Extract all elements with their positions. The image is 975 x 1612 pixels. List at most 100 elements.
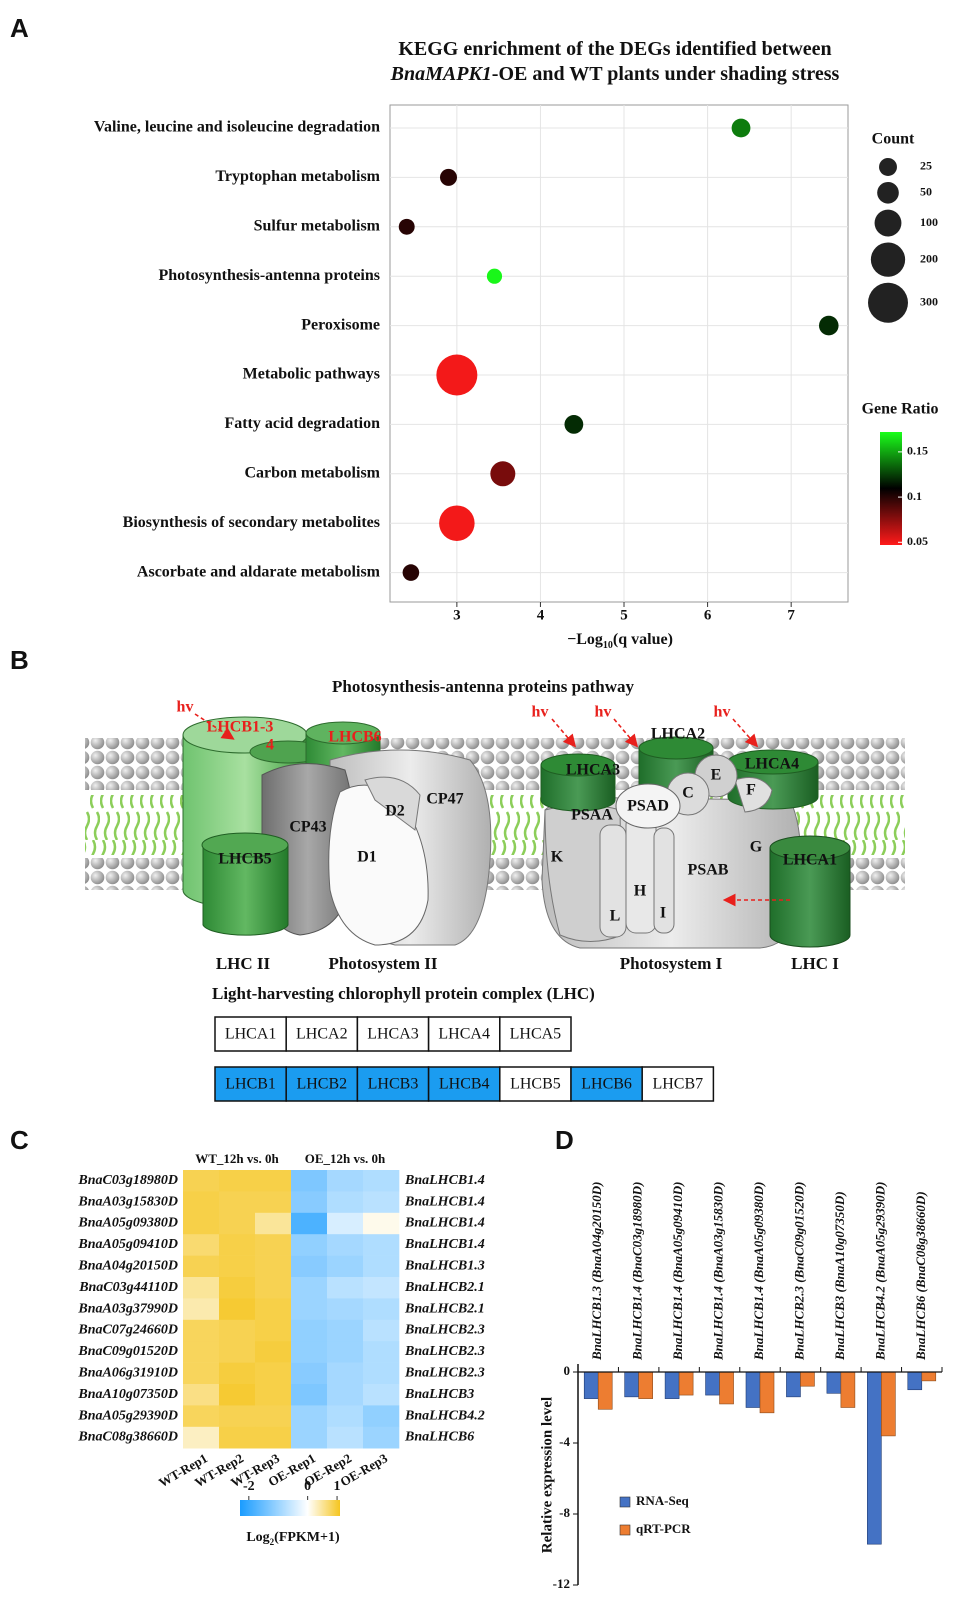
- x-tick-label: BnaLHCB1.4 (BnaA03g15830D): [711, 1182, 726, 1361]
- heatmap-cell: [363, 1170, 400, 1192]
- table-cell-label: LHCA2: [296, 1026, 348, 1043]
- legend-title: Gene Ratio: [862, 401, 939, 418]
- title-text: -OE and WT plants under shading stress: [492, 63, 840, 85]
- hv-label: hv: [177, 699, 194, 716]
- heatmap-cell: [327, 1212, 364, 1235]
- legend-swatch: [619, 1524, 631, 1536]
- y-tick-label: Carbon metabolism: [244, 464, 380, 481]
- bar: [597, 1371, 613, 1410]
- heatmap-cell: [255, 1234, 292, 1256]
- colorbar-label: 0: [304, 1479, 311, 1494]
- bubble: [490, 461, 516, 487]
- x-tick-label: BnaLHCB2.3 (BnaC09g01520D): [791, 1182, 806, 1361]
- heatmap-cell: [291, 1362, 328, 1385]
- protein-label: 4: [266, 737, 274, 754]
- row-label: BnaA03g37990D: [77, 1301, 178, 1316]
- heatmap-cell: [327, 1384, 364, 1406]
- x-tick-label: 4: [537, 607, 545, 623]
- colorbar-label: 0.1: [907, 489, 922, 503]
- table-cell-label: LHCB4: [439, 1076, 490, 1093]
- bar: [921, 1371, 937, 1382]
- heatmap-cell: [255, 1319, 292, 1342]
- y-tick-label: Photosynthesis-antenna proteins: [158, 267, 380, 284]
- y-tick-label: Fatty acid degradation: [224, 415, 380, 432]
- heatmap-cell: [363, 1362, 400, 1385]
- bar: [867, 1371, 882, 1545]
- protein-label: CP47: [426, 791, 463, 808]
- column-group-label: OE_12h vs. 0h: [305, 1151, 386, 1166]
- protein-label: LHCA1: [783, 852, 837, 869]
- table-cell-label: LHCA3: [367, 1026, 419, 1043]
- heatmap-cell: [291, 1277, 328, 1299]
- x-tick-label: BnaLHCB1.4 (BnaC03g18980D): [630, 1182, 645, 1361]
- heatmap-cell: [219, 1341, 256, 1363]
- table-cell-label: LHCA4: [438, 1026, 490, 1043]
- complex-label: LHC II: [216, 954, 271, 973]
- heatmap-cell: [255, 1298, 292, 1321]
- protein-label: LHCA3: [566, 762, 620, 779]
- light-arrows: [194, 713, 790, 907]
- complex-label: Photosystem II: [328, 954, 437, 973]
- panel-letter: C: [10, 1125, 29, 1155]
- bar: [881, 1371, 896, 1437]
- heatmap-cell: [219, 1384, 256, 1406]
- legend-bubble: [879, 158, 897, 176]
- x-tick-label: BnaLHCB6 (BnaC08g38660D): [913, 1191, 928, 1361]
- heatmap-cell: [291, 1319, 328, 1342]
- protein-label: H: [634, 883, 647, 900]
- protein-label: L: [610, 908, 621, 925]
- heatmap-cell: [219, 1362, 256, 1385]
- colorbar-label: -2: [243, 1479, 255, 1494]
- row-label: BnaC03g18980D: [77, 1173, 178, 1188]
- row-label-right: BnaLHCB6: [404, 1430, 474, 1445]
- bubble: [436, 354, 478, 396]
- heatmap-cell: [183, 1191, 220, 1214]
- table-cell-label: LHCA1: [225, 1026, 277, 1043]
- heatmap-cell: [363, 1319, 400, 1342]
- x-tick-label: 3: [453, 607, 461, 623]
- colorbar-title: Log2(FPKM+1): [246, 1530, 340, 1547]
- protein-label: E: [711, 767, 722, 784]
- row-label-right: BnaLHCB4.2: [404, 1408, 485, 1423]
- complex-label: LHC I: [791, 954, 839, 973]
- bar: [583, 1371, 599, 1399]
- bar: [678, 1371, 694, 1396]
- x-tick-label: BnaLHCB1.3 (BnaA04g20150D): [589, 1182, 604, 1361]
- protein-label: LHCB6: [328, 729, 381, 746]
- heatmap-cell: [327, 1191, 364, 1214]
- heatmap-cell: [291, 1426, 328, 1449]
- heatmap-cell: [327, 1234, 364, 1256]
- heatmap-cell: [255, 1405, 292, 1428]
- heatmap-cell: [327, 1341, 364, 1363]
- legend-label: 25: [920, 159, 932, 173]
- protein-label: K: [551, 849, 564, 866]
- colorbar-label: 0.05: [907, 534, 928, 548]
- heatmap-cell: [363, 1191, 400, 1214]
- heatmap-cell: [363, 1212, 400, 1235]
- colorbar: [880, 432, 902, 545]
- protein-label: D1: [357, 849, 377, 866]
- bubble: [731, 118, 751, 138]
- table-cell-label: LHCB3: [368, 1076, 419, 1093]
- table-cell: [499, 1016, 572, 1052]
- complex-label: Photosystem I: [620, 954, 723, 973]
- x-axis-label: −Log10(q value): [567, 631, 673, 651]
- heatmap-cell: [327, 1255, 364, 1278]
- heatmap-cell: [255, 1255, 292, 1278]
- bar: [664, 1371, 680, 1399]
- heatmap-cell: [255, 1277, 292, 1299]
- heatmap-cell: [291, 1405, 328, 1428]
- legend-label: 300: [920, 294, 938, 308]
- row-label: BnaC07g24660D: [77, 1323, 178, 1338]
- row-label-right: BnaLHCB1.4: [404, 1216, 485, 1231]
- table-cell: [356, 1016, 430, 1052]
- heatmap-cell: [363, 1341, 400, 1363]
- y-tick-label: Ascorbate and aldarate metabolism: [137, 563, 381, 580]
- x-tick-label: 5: [620, 607, 628, 623]
- y-tick-label: Biosynthesis of secondary metabolites: [123, 514, 380, 531]
- table-cell-label: LHCB7: [652, 1076, 703, 1093]
- heatmap-cell: [255, 1212, 292, 1235]
- bar: [624, 1371, 639, 1398]
- x-tick-label: 6: [704, 607, 712, 623]
